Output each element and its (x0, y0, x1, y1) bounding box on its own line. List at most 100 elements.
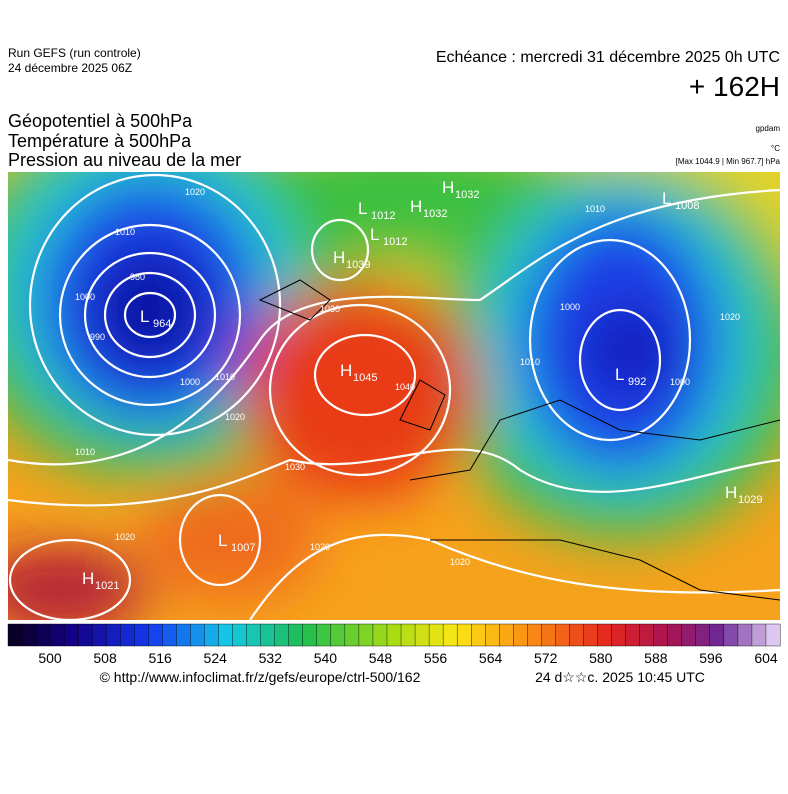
colorbar-swatch (611, 623, 627, 647)
colorbar-swatch (499, 623, 514, 647)
isobar-label: 1020 (185, 187, 205, 197)
colorbar-swatch (21, 623, 37, 647)
colorbar-swatch (148, 623, 163, 647)
isobar-label: 1010 (520, 357, 540, 367)
unit: gpdam (756, 124, 781, 133)
center-type: L (370, 225, 379, 244)
field: Pression au niveau de la mer (8, 150, 241, 170)
field: Température à 500hPa (8, 131, 192, 151)
colorbar-swatch (176, 623, 191, 647)
isobar-label: 1000 (180, 377, 200, 387)
valid-time: Echéance : mercredi 31 décembre 2025 0h … (436, 49, 780, 66)
extremes: [Max 1044.9 | Min 967.7] hPa (676, 157, 781, 166)
colorbar-swatch (218, 623, 234, 647)
center-value: 1008 (675, 200, 699, 212)
timestamp: 24 d☆☆c. 2025 10:45 UTC (535, 669, 705, 685)
isobar-label: 1000 (560, 302, 580, 312)
colorbar-swatch (316, 623, 332, 647)
center-type: H (340, 361, 352, 380)
isobar-label: 990 (90, 332, 105, 342)
colorbar-swatch (190, 623, 206, 647)
isobar-label: 1010 (215, 372, 235, 382)
colorbar-swatch (597, 623, 613, 647)
colorbar-swatch (471, 623, 486, 647)
colorbar-swatch (695, 623, 711, 647)
colorbar-swatch (639, 623, 655, 647)
colorbar-swatch (7, 623, 23, 647)
colorbar-swatch (400, 623, 416, 647)
colorbar-swatch (765, 623, 781, 647)
isobar-label: 1010 (115, 227, 135, 237)
colorbar-swatch (527, 623, 542, 647)
colorbar-tick-label: 540 (314, 650, 338, 666)
colorbar-swatch (372, 623, 388, 647)
colorbar-swatch (330, 623, 346, 647)
map (8, 172, 780, 620)
colorbar-tick-label: 604 (754, 650, 778, 666)
colorbar-swatch (288, 623, 304, 647)
center-value: 1029 (738, 494, 762, 506)
colorbar-tick-label: 500 (38, 650, 62, 666)
colorbar-swatch (162, 623, 177, 647)
center-type: H (410, 197, 422, 216)
center-type: L (218, 531, 227, 550)
colorbar-swatch (667, 623, 683, 647)
colorbar-tick-label: 572 (534, 650, 558, 666)
colorbar-swatch (274, 623, 290, 647)
colorbar-swatch (358, 623, 374, 647)
colorbar-swatch (134, 623, 149, 647)
isobar-label: 980 (130, 272, 145, 282)
colorbar-swatch (49, 623, 65, 647)
colorbar-tick-label: 532 (259, 650, 283, 666)
center-type: L (662, 189, 671, 208)
isobar-label: 1020 (720, 312, 740, 322)
isobar-label: 1010 (75, 447, 95, 457)
colorbar-tick-label: 524 (204, 650, 228, 666)
colorbar-swatch (751, 623, 767, 647)
center-value: 992 (628, 376, 646, 388)
colorbar-tick-label: 588 (644, 650, 668, 666)
colorbar-swatch (302, 623, 318, 647)
colorbar-swatch (681, 623, 697, 647)
colorbar: 500 508 516 524 532 540 548 556 564 572 580 588 596 6… (7, 623, 781, 666)
colorbar-swatch (485, 623, 500, 647)
isobar-label: 1000 (670, 377, 690, 387)
center-value: 1012 (383, 236, 407, 248)
center-type: H (333, 248, 345, 267)
source: © http://www.infoclimat.fr/z/gefs/europe… (100, 669, 421, 685)
colorbar-tick-label: 516 (148, 650, 172, 666)
center-value: 1007 (231, 542, 255, 554)
isobar-label: 1040 (395, 382, 415, 392)
colorbar-swatch (442, 623, 458, 647)
isobar-label: 1020 (310, 542, 330, 552)
colorbar-swatch (414, 623, 430, 647)
colorbar-swatch (204, 623, 220, 647)
center-type: L (615, 365, 624, 384)
colorbar-swatch (232, 623, 248, 647)
center-value: 1032 (455, 189, 479, 201)
colorbar-swatch (625, 623, 641, 647)
center-type: H (82, 569, 94, 588)
colorbar-swatch (541, 623, 556, 647)
colorbar-swatch (386, 623, 402, 647)
lead-time: + 162H (689, 71, 780, 102)
colorbar-swatch (513, 623, 528, 647)
colorbar-swatch (709, 623, 725, 647)
colorbar-swatch (260, 623, 276, 647)
colorbar-swatch (63, 623, 79, 647)
colorbar-tick-label: 580 (589, 650, 613, 666)
isobar-label: 1020 (225, 412, 245, 422)
colorbar-swatch (106, 623, 121, 647)
isobar-label: 1010 (585, 204, 605, 214)
colorbar-swatch (92, 623, 107, 647)
colorbar-swatch (583, 623, 599, 647)
colorbar-tick-label: 556 (424, 650, 448, 666)
colorbar-swatch (555, 623, 570, 647)
isobar-label: 1020 (450, 557, 470, 567)
colorbar-swatch (737, 623, 753, 647)
center-value: 1032 (423, 208, 447, 220)
colorbar-swatch (344, 623, 360, 647)
colorbar-tick-label: 548 (369, 650, 393, 666)
